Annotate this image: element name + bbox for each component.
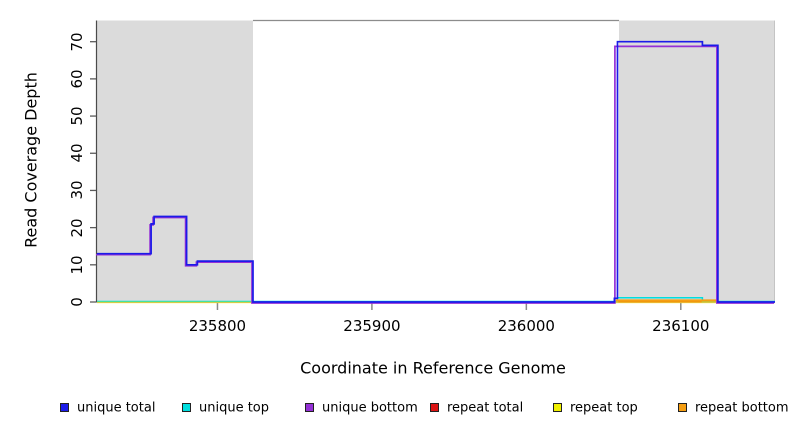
legend-label-repeat-top: repeat top xyxy=(570,400,638,416)
y-tick-label: 60 xyxy=(68,69,86,89)
legend-swatch-unique-top xyxy=(182,403,191,412)
series-line-unique-total xyxy=(97,40,775,303)
legend-label-unique-bottom: unique bottom xyxy=(322,400,418,416)
legend-label-unique-total: unique total xyxy=(77,400,156,416)
repeat-region-band xyxy=(619,20,775,302)
legend-label-repeat-bottom: repeat bottom xyxy=(695,400,789,416)
legend-swatch-repeat-bottom xyxy=(678,403,687,412)
legend-swatch-repeat-top xyxy=(553,403,562,412)
y-axis-title: Read Coverage Depth xyxy=(21,72,41,248)
x-tick-label: 235900 xyxy=(343,317,401,335)
x-tick-label: 236000 xyxy=(497,317,555,335)
y-tick-label: 70 xyxy=(68,32,86,52)
legend-label-unique-top: unique top xyxy=(199,400,270,416)
y-tick-label: 20 xyxy=(68,218,86,238)
y-tick-label: 10 xyxy=(68,255,86,275)
repeat-region-band xyxy=(97,20,253,302)
legend-swatch-unique-total xyxy=(60,403,69,412)
legend-swatch-repeat-total xyxy=(430,403,439,412)
x-axis-title: Coordinate in Reference Genome xyxy=(300,358,566,378)
y-tick-label: 40 xyxy=(68,143,86,163)
x-tick-label: 236100 xyxy=(652,317,710,335)
x-tick-label: 235800 xyxy=(188,317,247,335)
legend-label-repeat-total: repeat total xyxy=(447,400,524,416)
y-tick-label: 0 xyxy=(68,297,86,307)
legend-swatch-unique-bottom xyxy=(305,403,314,412)
y-tick-label: 30 xyxy=(68,180,86,200)
y-tick-label: 50 xyxy=(68,106,86,126)
